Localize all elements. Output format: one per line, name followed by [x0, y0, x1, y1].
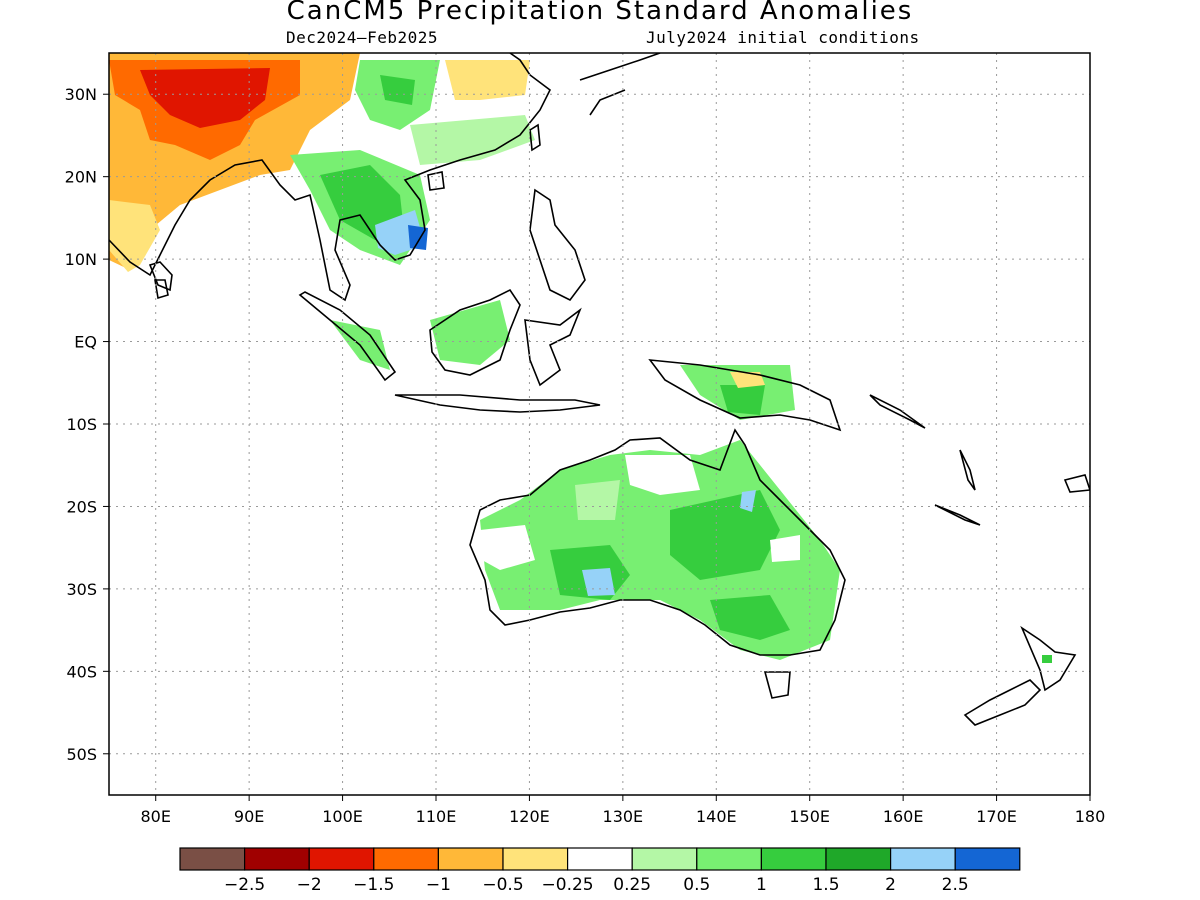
- lat-label: EQ: [74, 333, 97, 352]
- lon-label: 90E: [234, 807, 264, 826]
- coast-new-zealand-north: [1020, 625, 1077, 692]
- coast-new-caledonia: [934, 504, 981, 526]
- dry-anomaly-tibet: [140, 68, 270, 128]
- lon-label: 110E: [416, 807, 457, 826]
- coast-sulawesi: [524, 307, 582, 387]
- coast-new-zealand-south: [963, 679, 1042, 726]
- dry-anomaly-east-asia: [445, 60, 530, 100]
- colorbar-label: −1.5: [353, 875, 394, 895]
- coast-philippines: [529, 188, 586, 302]
- lon-label: 100E: [322, 807, 363, 826]
- axis-ticks: [103, 93, 1091, 801]
- dry-anomaly-new-guinea: [730, 372, 765, 388]
- wet-anomaly-china-core: [380, 75, 415, 105]
- coast-borneo: [429, 288, 521, 376]
- colorbar-swatch: [631, 847, 698, 871]
- anomaly-shading: [109, 53, 1052, 663]
- lon-label: 80E: [140, 807, 170, 826]
- colorbar-label: 1.5: [812, 875, 839, 895]
- colorbar-swatch: [889, 847, 956, 871]
- colorbar: [179, 847, 1021, 871]
- lon-label: 120E: [509, 807, 550, 826]
- coast-sumatra: [298, 291, 397, 382]
- coast-asia-mainland: [109, 53, 552, 302]
- lon-label: 130E: [603, 807, 644, 826]
- colorbar-label: −1: [426, 875, 451, 895]
- map-title: CanCM5 Precipitation Standard Anomalies: [286, 0, 914, 26]
- colorbar-swatch: [760, 847, 827, 871]
- colorbar-swatch: [696, 847, 762, 871]
- coast-sri-lanka: [154, 279, 169, 300]
- coast-java: [394, 394, 601, 413]
- graticule: [109, 53, 1090, 795]
- lat-label: 20N: [65, 168, 97, 187]
- colorbar-label: −2.5: [224, 875, 265, 895]
- coast-new-guinea: [648, 359, 842, 432]
- colorbar-swatch: [373, 847, 439, 871]
- forecast-period: Dec2024–Feb2025: [286, 28, 438, 47]
- wet-anomaly-new-guinea-core: [720, 385, 765, 415]
- lat-label: 10S: [66, 415, 97, 434]
- colorbar-label: 2.5: [942, 875, 969, 895]
- coast-hainan: [427, 171, 445, 191]
- coast-japan: [579, 53, 661, 116]
- coast-india-south: [148, 261, 173, 292]
- lat-label: 10N: [65, 250, 97, 269]
- lon-label: 150E: [789, 807, 830, 826]
- lat-label: 50S: [66, 745, 97, 764]
- wet-anomaly-new-zealand: [1042, 655, 1052, 663]
- coastlines: [109, 53, 1090, 726]
- colorbar-label: −0.5: [482, 875, 523, 895]
- colorbar-labels: −2.5 −2 −1.5 −1 −0.5 −0.25 0.25 0.5 1 1.5 2 2.5: [224, 875, 969, 895]
- coast-fiji: [1063, 474, 1090, 493]
- colorbar-swatch: [954, 847, 1021, 871]
- colorbar-label: 1: [756, 875, 767, 895]
- colorbar-label: −2: [297, 875, 322, 895]
- wet-anomaly-indochina-darkblue: [408, 225, 428, 250]
- colorbar-swatch: [502, 847, 569, 871]
- colorbar-swatch: [179, 847, 246, 871]
- wet-anomaly-australia-light: [575, 480, 620, 520]
- lat-label: 30S: [66, 580, 97, 599]
- wet-anomaly-maritime: [430, 300, 510, 365]
- wet-anomaly-australia-southeast: [710, 595, 790, 640]
- colorbar-swatch: [437, 847, 504, 871]
- colorbar-swatch: [566, 847, 633, 871]
- colorbar-swatch: [308, 847, 375, 871]
- coast-tasmania: [763, 671, 791, 699]
- colorbar-swatch: [244, 847, 310, 871]
- lon-label: 160E: [883, 807, 924, 826]
- wet-anomaly-indochina-core: [320, 165, 405, 240]
- lat-label: 40S: [66, 662, 97, 681]
- colorbar-swatch: [825, 847, 892, 871]
- coast-vanuatu: [959, 449, 976, 491]
- colorbar-label: 0.5: [683, 875, 710, 895]
- coast-australia: [469, 428, 846, 656]
- neutral-australia-east: [770, 535, 800, 562]
- colorbar-label: 0.25: [613, 875, 651, 895]
- wet-anomaly-south-china: [410, 115, 535, 165]
- lat-label: 20S: [66, 497, 97, 516]
- neutral-australia-north: [625, 455, 700, 495]
- lon-label: 170E: [976, 807, 1017, 826]
- coast-taiwan: [529, 123, 541, 152]
- latitude-labels: 30N 20N 10N EQ 10S 20S 30S 40S 50S: [65, 85, 97, 764]
- initial-conditions: July2024 initial conditions: [646, 28, 920, 47]
- colorbar-label: 2: [885, 875, 896, 895]
- wet-anomaly-australia-blue-east: [740, 490, 756, 512]
- coast-solomon-islands: [869, 394, 926, 429]
- lat-label: 30N: [65, 85, 97, 104]
- colorbar-label: −0.25: [542, 875, 594, 895]
- lon-label: 140E: [696, 807, 737, 826]
- longitude-labels: 80E 90E 100E 110E 120E 130E 140E 150E 160E 170E 18…: [140, 807, 1105, 826]
- lon-label: 180: [1075, 807, 1106, 826]
- neutral-australia-west: [480, 525, 535, 570]
- wet-anomaly-australia-core-east: [670, 490, 780, 580]
